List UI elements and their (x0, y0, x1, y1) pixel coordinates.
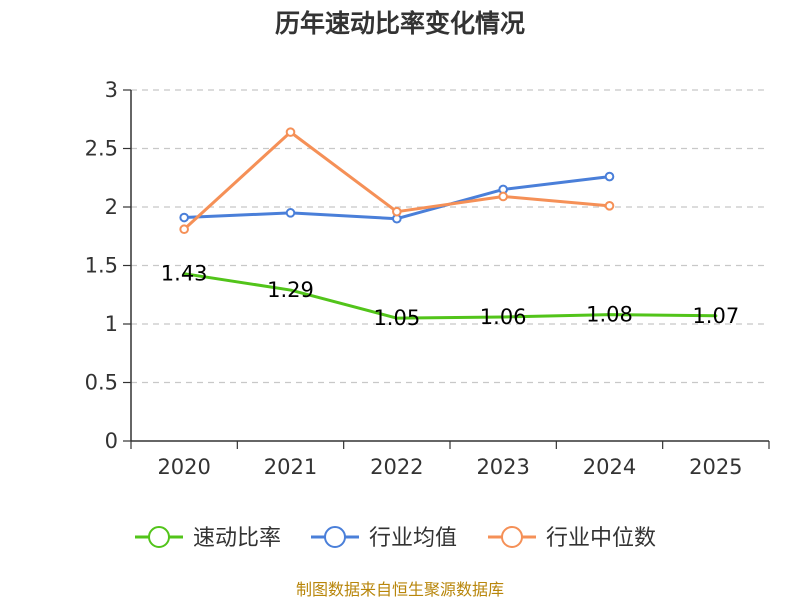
series-point (395, 317, 398, 320)
series-point (285, 208, 296, 218)
series-point (604, 201, 615, 211)
legend-item-1[interactable]: 行业均值 (311, 526, 457, 551)
y-tick-label: 3 (105, 78, 118, 102)
series-layer (179, 127, 718, 320)
data-label: 1.06 (480, 305, 527, 329)
legend-item-2[interactable]: 行业中位数 (488, 526, 656, 551)
y-tick-label: 1 (105, 312, 118, 336)
y-tick-label: 2 (105, 195, 118, 219)
series-point (502, 315, 505, 318)
legend-marker (324, 526, 346, 548)
series-point (179, 224, 189, 235)
y-tick-label: 2.5 (85, 137, 118, 161)
source-footer: 制图数据来自恒生聚源数据库 (296, 580, 504, 599)
x-tick-label: 2022 (370, 455, 423, 479)
series-point (285, 127, 296, 137)
x-tick-label: 2023 (476, 455, 529, 479)
x-axis: 2020 2021 2022 2023 2024 2025 (130, 440, 770, 479)
data-labels: 1.43 1.29 1.05 1.06 1.08 1.07 (161, 262, 739, 330)
grid-lines (131, 89, 769, 384)
legend-label: 行业均值 (369, 526, 457, 551)
series-point (498, 191, 508, 202)
x-tick-label: 2021 (264, 455, 317, 479)
x-tick-label: 2020 (157, 455, 210, 479)
data-label: 1.08 (586, 303, 633, 327)
legend-label: 行业中位数 (546, 526, 656, 551)
x-tick-label: 2025 (689, 455, 742, 479)
series-point (608, 313, 611, 316)
series-point (179, 212, 189, 223)
series-point (604, 171, 615, 182)
x-tick-label: 2024 (583, 455, 636, 479)
y-axis: 0 0.5 1 1.5 2 2.5 3 (85, 78, 132, 453)
legend-item-0[interactable]: 速动比率 (135, 526, 281, 551)
y-tick-label: 1.5 (85, 254, 118, 278)
series-point (714, 314, 717, 317)
legend[interactable]: 速动比率 行业均值 行业中位数 (135, 526, 656, 551)
data-label: 1.07 (692, 304, 739, 328)
series-point (392, 206, 402, 217)
legend-label: 速动比率 (193, 526, 281, 551)
data-label: 1.29 (267, 278, 314, 302)
series-point (289, 289, 292, 292)
data-label: 1.43 (161, 262, 208, 286)
chart-title: 历年速动比率变化情况 (275, 9, 525, 38)
series-point (183, 272, 186, 275)
legend-marker (501, 526, 523, 548)
legend-marker (148, 526, 170, 548)
y-tick-label: 0.5 (85, 371, 118, 395)
series-line-0 (182, 272, 718, 320)
y-tick-label: 0 (105, 429, 118, 453)
data-label: 1.05 (373, 306, 420, 330)
